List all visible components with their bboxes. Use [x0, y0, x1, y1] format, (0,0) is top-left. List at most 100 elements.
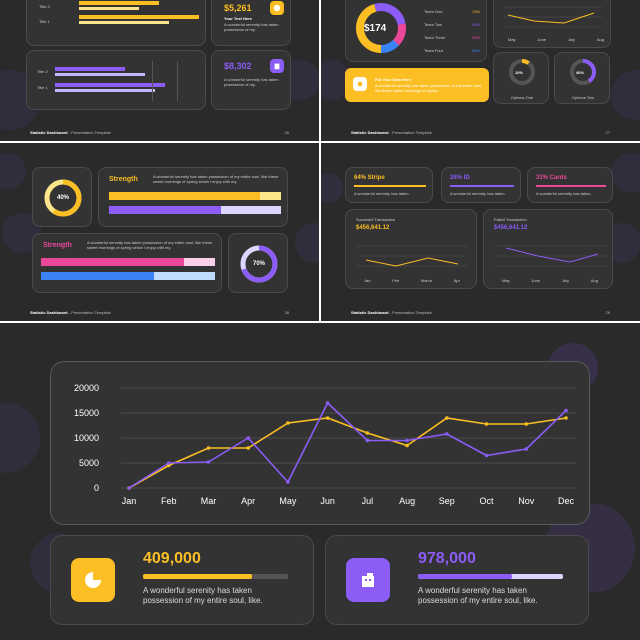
building-icon — [346, 558, 390, 602]
y-tick-label: 15000 — [74, 408, 99, 418]
bar-purple-2b — [55, 89, 155, 92]
stat-text: A wonderful serenity has taken possessio… — [224, 77, 279, 87]
data-point — [405, 443, 409, 448]
data-point — [365, 431, 370, 435]
month-label: June — [537, 37, 547, 42]
data-point — [166, 461, 171, 465]
option-pct: 40% — [576, 70, 585, 75]
data-point — [286, 421, 290, 425]
data-point — [405, 438, 409, 443]
bar-label: Title 2 — [39, 4, 50, 9]
team-list: Team One 13% Team Two 45% Team Three 35% Team … — [424, 9, 480, 61]
alert-icon — [353, 77, 367, 91]
x-tick-label: Dec — [558, 496, 575, 506]
slide-28[interactable]: 40% Strength A wonderful serenity has ta… — [0, 143, 319, 321]
month-label: May — [508, 37, 516, 42]
strength-title: Strength — [109, 176, 138, 183]
x-tick-label: Apr — [241, 496, 255, 506]
month-label: Aug — [596, 37, 604, 42]
y-tick-label: 0 — [94, 483, 99, 493]
panel-value: $456,641.12 — [356, 225, 390, 231]
decor-bubble — [0, 153, 26, 189]
data-point — [445, 416, 449, 420]
decor-bubble — [611, 70, 640, 120]
slide-main-chart[interactable]: 20000 15000 10000 5000 0 Jan Feb Mar Apr May Jun Ju… — [0, 323, 640, 640]
x-tick-label: Oct — [480, 496, 495, 506]
grid-line — [177, 61, 178, 101]
transaction-panel-2: Failed Transaction $456,641.12 May June … — [483, 209, 613, 289]
strength-text: A wonderful serenity has taken possessio… — [153, 174, 279, 184]
slide-29[interactable]: Succesful Transaction $456,641.12 Jan Fe… — [321, 143, 640, 321]
donut-chart — [356, 3, 406, 53]
stat-card-yellow: 409,000 A wonderful serenity has taken p… — [50, 535, 314, 625]
bar-label: Title 2 — [37, 69, 48, 74]
progress-yellow — [109, 192, 281, 200]
data-point — [445, 432, 449, 436]
data-point — [564, 408, 568, 413]
decor-bubble — [321, 173, 343, 203]
bar-chart-card-2: Title 2 Title 1 — [26, 50, 206, 110]
kpi-underline — [354, 185, 426, 187]
option-card-1: 10% Options One — [493, 52, 549, 104]
month-axis: May June July Aug — [502, 278, 598, 283]
data-point — [286, 480, 290, 484]
slide-27[interactable]: $174 Team One 13% Team Two 45% Team Three 35%… — [321, 0, 640, 141]
stat-progress-fill — [143, 574, 252, 579]
donut-value: $174 — [364, 23, 387, 34]
data-point — [564, 416, 568, 420]
month-label: July — [561, 278, 570, 283]
panel-label: Failed Transaction — [494, 217, 527, 222]
month-label: June — [531, 278, 541, 283]
month-label: March — [420, 278, 432, 283]
stat-progress-track — [418, 574, 563, 579]
month-label: Aug — [590, 278, 598, 283]
stat-title: Your Text Here — [224, 16, 252, 21]
kpi-title: 26% ID — [450, 175, 470, 181]
footer: Statistic Dashboard - Presentation Templ… — [30, 310, 111, 315]
pie-chart-icon — [71, 558, 115, 602]
team-name: Team Three — [424, 35, 446, 40]
x-tick-label: Jul — [362, 496, 374, 506]
kpi-text: A wonderful serenity has taken. — [450, 191, 506, 196]
option-donut-2 — [570, 59, 596, 85]
team-pct: 58% — [471, 48, 480, 53]
mini-line-chart — [504, 6, 602, 28]
notice-card: Put Your Data Here A wonderful serenity … — [345, 68, 489, 102]
decor-bubble — [0, 403, 40, 473]
data-point — [484, 453, 489, 458]
donut-70 — [240, 245, 278, 283]
kpi-card: 64% Stripe A wonderful serenity has taken… — [345, 167, 433, 203]
team-row: Team Two 45% — [424, 22, 480, 35]
notice-title: Put Your Data Here — [375, 77, 412, 82]
team-name: Team Four — [424, 48, 444, 53]
slide-26[interactable]: Title 2 Title 1 Title 2 Title 1 $5,261 Y… — [0, 0, 319, 141]
bar-label: Title 1 — [37, 85, 48, 90]
footer: Statistic Dashboard - Presentation Templ… — [30, 130, 111, 135]
donut-card-2: 70% — [228, 233, 288, 293]
team-pct: 13% — [471, 9, 480, 14]
data-point — [524, 422, 529, 426]
data-point — [325, 401, 330, 405]
team-name: Team Two — [424, 22, 443, 27]
data-point — [365, 438, 370, 443]
panel-line-chart — [494, 245, 606, 267]
chart-icon — [270, 1, 284, 15]
bar-purple-1b — [55, 73, 145, 76]
stat-card-purple: 978,000 A wonderful serenity has taken p… — [325, 535, 589, 625]
donut-pct: 70% — [252, 261, 265, 267]
team-pct: 35% — [471, 35, 480, 40]
donut-card: $174 Team One 13% Team Two 45% Team Three 35%… — [345, 0, 487, 62]
data-point — [484, 422, 489, 426]
panel-value: $456,641.12 — [494, 225, 528, 231]
bar-yellow-2a — [79, 15, 199, 19]
month-label: Feb — [392, 278, 400, 283]
team-row: Team Three 35% — [424, 35, 480, 48]
month-label: Jan — [364, 278, 371, 283]
bar-yellow-2b — [79, 21, 169, 24]
stat-text: A wonderful serenity has taken possessio… — [143, 586, 263, 605]
kpi-underline — [450, 185, 514, 187]
decor-bubble — [611, 153, 640, 193]
bar-chart-card-1: Title 2 Title 1 — [26, 0, 206, 46]
team-name: Team One — [424, 9, 443, 14]
strength-text: A wonderful serenity has taken possessio… — [87, 240, 213, 250]
